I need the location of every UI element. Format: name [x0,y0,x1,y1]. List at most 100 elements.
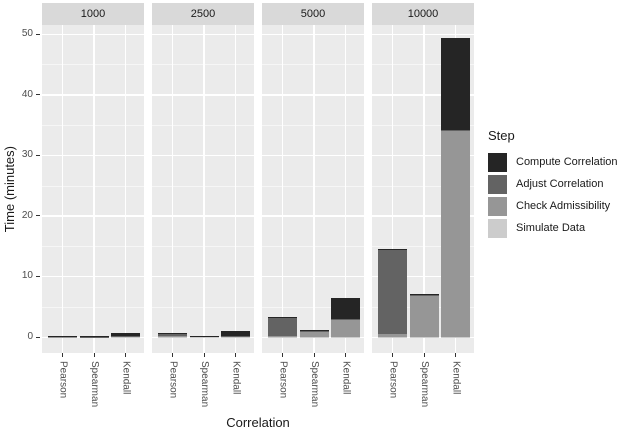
x-axis-title: Correlation [226,415,290,430]
bar-segment [409,295,439,337]
x-tick-mark [93,353,95,357]
x-tick-label: Pearson [277,361,289,399]
legend: Step Compute Correlation Adjust Correlati… [488,128,618,239]
x-tick-label: Spearman [419,361,431,408]
gridline-minor [372,124,474,126]
facet-strip: 2500 [152,3,254,25]
facet-strip-label: 2500 [190,8,216,20]
facet-strip: 5000 [262,3,364,25]
x-tick-mark [391,353,393,357]
legend-label: Adjust Correlation [516,178,604,190]
y-tick-label: 0 [27,331,33,342]
y-tick-label: 40 [21,88,33,100]
gridline-vertical [93,25,95,353]
gridline-vertical [391,25,394,353]
bar-segment [221,330,251,336]
gridline-minor [262,124,364,126]
x-tick-mark [61,353,63,357]
gridline-minor [372,185,474,187]
facet-panel [262,25,364,353]
bar-segment [441,130,471,132]
gridline-major [262,275,364,278]
legend-swatch [488,174,507,194]
bar-segment [441,131,471,337]
x-tick-mark [203,353,205,357]
y-tick-mark [36,275,40,277]
legend-item: Adjust Correlation [488,173,618,195]
x-tick-label: Spearman [89,361,101,408]
bar-segment [221,335,251,337]
facet-strip-label: 1000 [80,8,106,20]
gridline-minor [152,306,254,308]
x-tick-mark [125,353,127,357]
gridline-major [372,336,474,338]
y-tick-label: 30 [21,149,33,161]
gridline-minor [152,185,254,187]
x-tick-mark [345,353,347,357]
gridline-major [152,33,254,35]
x-tick-label: Pearson [167,361,179,399]
gridline-minor [42,306,144,308]
x-tick-mark [313,353,315,357]
gridline-major [372,94,474,96]
bar-segment [441,38,471,131]
facet-strip: 1000 [42,3,144,25]
bar-segment [377,248,407,250]
bar-segment [157,336,187,337]
legend-title: Step [488,128,515,143]
gridline-major [42,336,144,338]
gridline-major [42,33,144,35]
x-tick-label: Pearson [57,361,69,399]
gridline-major [152,336,254,338]
bar-segment [111,333,141,337]
x-tick-mark [455,353,457,357]
y-tick-mark [36,336,40,338]
gridline-minor [262,306,364,308]
gridline-vertical [281,25,284,353]
gridline-vertical [313,25,315,353]
facet-panel [152,25,254,353]
facet-panel [42,25,144,353]
bar-segment [189,336,219,337]
y-tick-mark [36,215,40,217]
x-tick-label: Kendall [230,361,242,395]
gridline-major [372,154,474,157]
gridline-major [262,154,364,157]
x-tick-label: Kendall [340,361,352,395]
legend-label: Check Admissibility [516,200,611,212]
facet-panel [372,25,474,353]
gridline-vertical [423,25,425,353]
gridline-major [42,94,144,96]
gridline-minor [372,246,474,248]
gridline-minor [42,124,144,126]
gridline-minor [42,185,144,187]
bar-segment [267,317,297,319]
legend-items: Compute Correlation Adjust Correlation Che… [488,151,618,239]
gridline-major [262,215,364,217]
legend-swatch [488,152,507,172]
legend-item: Check Admissibility [488,195,618,217]
gridline-minor [152,124,254,126]
bar-segment [267,335,297,337]
gridline-major [42,275,144,278]
y-tick-label: 20 [21,209,33,221]
gridline-major [372,33,474,35]
x-tick-mark [171,353,173,357]
x-tick-mark [235,353,237,357]
gridline-vertical [171,25,174,353]
gridline-major [372,275,474,278]
x-tick-mark [423,353,425,357]
facet-strip-label: 5000 [300,8,326,20]
gridline-vertical [344,25,347,353]
x-tick-label: Spearman [309,361,321,408]
legend-swatch [488,196,507,216]
gridline-minor [262,64,364,66]
x-tick-label: Kendall [450,361,462,395]
gridline-major [262,336,364,338]
legend-item: Compute Correlation [488,151,618,173]
x-tick-label: Kendall [120,361,132,395]
bar-segment [377,249,407,335]
gridline-minor [152,64,254,66]
bar-segment [267,318,297,336]
